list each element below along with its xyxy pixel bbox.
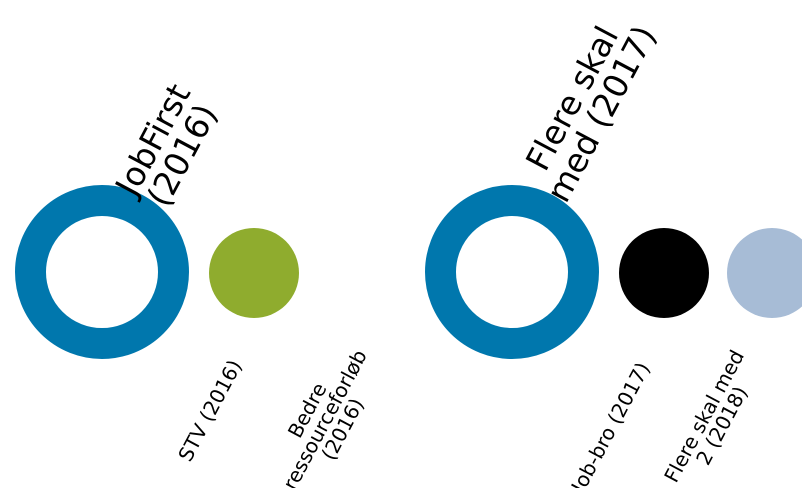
flere-skal-med-2-dot [727, 228, 802, 318]
stv-label: STV (2016) [173, 355, 247, 466]
flere-skal-med-label: Flere skal med (2017) [512, 5, 664, 208]
flere-skal-med-2-label: Flere skal med 2 (2018) [659, 346, 765, 488]
job-bro-label: Job-bro (2017) [566, 358, 655, 488]
job-bro-label-line1: Job-bro (2017) [566, 358, 655, 488]
stv-label-line1: STV (2016) [173, 355, 247, 466]
flere-skal-med-ring [425, 185, 599, 359]
stv-dot [209, 228, 299, 318]
bedre-ressourceforloeb-label: Bedre ressourceforløb (2016) [262, 337, 388, 488]
job-bro-dot [619, 228, 709, 318]
